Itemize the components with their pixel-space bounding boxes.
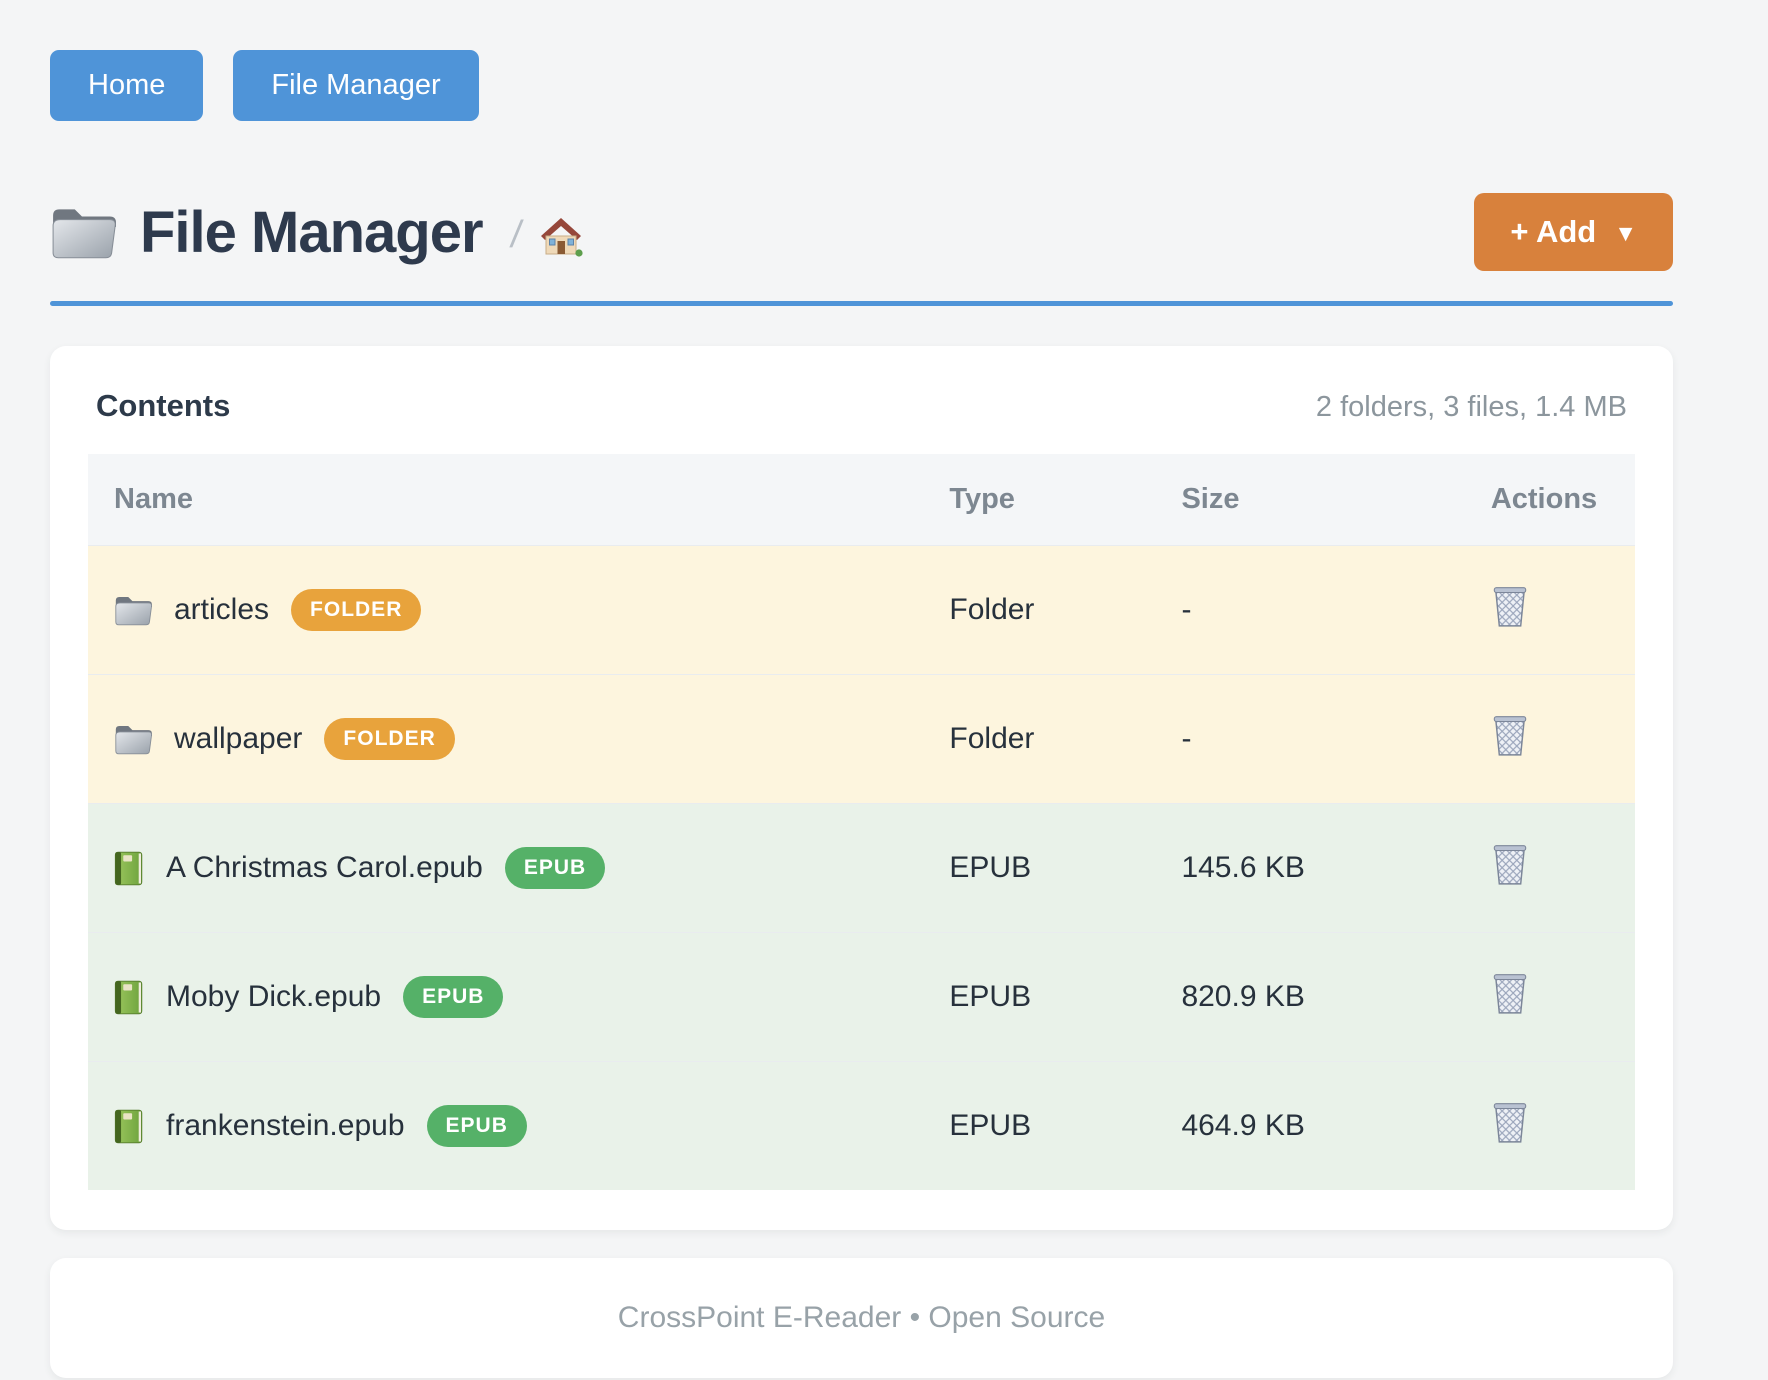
- type-cell: Folder: [923, 674, 1156, 804]
- delete-button[interactable]: [1491, 584, 1529, 631]
- contents-summary: 2 folders, 3 files, 1.4 MB: [1315, 391, 1627, 423]
- size-cell: 820.9 KB: [1155, 932, 1465, 1062]
- page-title: File Manager: [140, 199, 484, 265]
- table-row: A Christmas Carol.epub EPUB EPUB 145.6 K…: [88, 803, 1635, 933]
- page-header: File Manager / + Add ▼: [50, 193, 1673, 271]
- type-cell: EPUB: [923, 803, 1156, 933]
- trash-icon: [1491, 842, 1529, 889]
- trash-icon: [1491, 971, 1529, 1018]
- delete-button[interactable]: [1491, 842, 1529, 889]
- table-header-row: Name Type Size Actions: [88, 454, 1635, 546]
- table-row: articles FOLDER Folder -: [88, 545, 1635, 675]
- size-cell: 464.9 KB: [1155, 1061, 1465, 1190]
- size-cell: -: [1155, 674, 1465, 804]
- card-title: Contents: [96, 388, 231, 423]
- green-book-icon: [114, 850, 144, 887]
- home-icon[interactable]: [539, 215, 583, 257]
- folder-icon: [114, 723, 152, 755]
- file-name[interactable]: A Christmas Carol.epub: [166, 851, 483, 884]
- size-cell: 145.6 KB: [1155, 803, 1465, 933]
- header-divider: [50, 301, 1673, 306]
- type-badge: EPUB: [403, 976, 504, 1018]
- delete-button[interactable]: [1491, 713, 1529, 760]
- footer: CrossPoint E-Reader • Open Source: [50, 1258, 1673, 1378]
- trash-icon: [1491, 584, 1529, 631]
- title-group: File Manager /: [50, 199, 583, 266]
- add-button[interactable]: + Add ▼: [1474, 193, 1673, 271]
- delete-button[interactable]: [1491, 1100, 1529, 1147]
- trash-icon: [1491, 1100, 1529, 1147]
- top-nav: Home File Manager: [50, 50, 1673, 121]
- column-header-name: Name: [88, 454, 924, 546]
- delete-button[interactable]: [1491, 971, 1529, 1018]
- card-header: Contents 2 folders, 3 files, 1.4 MB: [88, 388, 1635, 454]
- caret-down-icon: ▼: [1614, 219, 1637, 246]
- type-badge: EPUB: [504, 847, 606, 889]
- type-cell: EPUB: [923, 932, 1156, 1062]
- file-name[interactable]: wallpaper: [174, 722, 303, 755]
- file-table: Name Type Size Actions articles FOLDER: [88, 454, 1635, 1190]
- file-name[interactable]: articles: [174, 593, 270, 626]
- table-row: Moby Dick.epub EPUB EPUB 820.9 KB: [88, 932, 1635, 1062]
- column-header-size: Size: [1155, 454, 1465, 546]
- green-book-icon: [114, 979, 144, 1016]
- folder-icon: [114, 594, 152, 626]
- table-row: wallpaper FOLDER Folder -: [88, 674, 1635, 804]
- file-name[interactable]: Moby Dick.epub: [166, 980, 382, 1013]
- add-button-label: + Add: [1510, 214, 1597, 249]
- file-name[interactable]: frankenstein.epub: [166, 1109, 405, 1142]
- column-header-actions: Actions: [1464, 454, 1635, 546]
- folder-icon: [50, 204, 116, 260]
- size-cell: -: [1155, 545, 1465, 675]
- type-badge: FOLDER: [324, 718, 455, 760]
- nav-home-button[interactable]: Home: [50, 50, 204, 121]
- type-cell: EPUB: [923, 1061, 1156, 1190]
- type-cell: Folder: [923, 545, 1156, 675]
- green-book-icon: [114, 1108, 144, 1145]
- nav-file-manager-button[interactable]: File Manager: [233, 50, 479, 121]
- type-badge: FOLDER: [291, 589, 422, 631]
- table-row: frankenstein.epub EPUB EPUB 464.9 KB: [88, 1061, 1635, 1190]
- type-badge: EPUB: [426, 1105, 527, 1147]
- contents-card: Contents 2 folders, 3 files, 1.4 MB Name…: [50, 346, 1673, 1230]
- breadcrumb-separator: /: [507, 213, 525, 256]
- footer-text: CrossPoint E-Reader • Open Source: [617, 1301, 1106, 1334]
- trash-icon: [1491, 713, 1529, 760]
- column-header-type: Type: [923, 454, 1156, 546]
